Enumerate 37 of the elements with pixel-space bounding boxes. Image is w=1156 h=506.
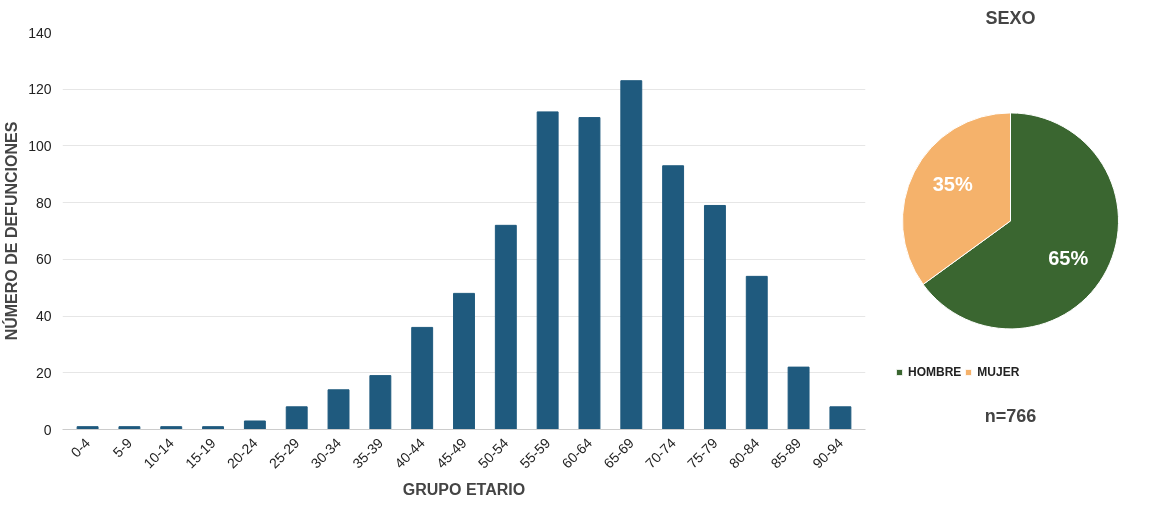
y-tick-label: 120 (28, 81, 52, 98)
y-tick-label: 40 (35, 308, 52, 325)
bar (536, 111, 559, 430)
legend-label: MUJER (977, 365, 1020, 379)
y-tick-label: 20 (35, 364, 52, 381)
bar (202, 426, 225, 430)
y-tick-label: 80 (35, 194, 52, 211)
data-label: 35% (932, 173, 973, 196)
bar (787, 366, 810, 430)
x-tick-label: 0-4 (67, 434, 94, 461)
y-axis-title: NÚMERO DE DEFUNCIONES (2, 121, 21, 341)
text: n=766 (984, 406, 1037, 427)
chart-title: SEXO (985, 7, 1036, 28)
bar (76, 426, 99, 430)
bar (829, 406, 852, 430)
bar (703, 204, 726, 430)
x-axis-title: GRUPO ETARIO (402, 480, 526, 498)
legend-label: HOMBRE (908, 365, 962, 379)
bar (243, 420, 266, 430)
data-label: 65% (1048, 246, 1089, 269)
bar (578, 117, 601, 430)
bar (369, 375, 392, 430)
bar (494, 224, 517, 430)
x-tick-label: 5-9 (109, 434, 136, 461)
bar (118, 426, 141, 430)
y-tick-label: 0 (43, 421, 52, 438)
bar (160, 426, 183, 430)
bar (662, 165, 685, 430)
bar (285, 406, 308, 430)
bar (620, 80, 643, 430)
bar (453, 292, 475, 430)
y-tick-label: 60 (35, 251, 52, 268)
y-tick-label: 100 (28, 137, 52, 154)
bar (411, 326, 434, 430)
bar (327, 389, 350, 430)
y-tick-label: 140 (28, 24, 52, 41)
bar (745, 275, 768, 430)
